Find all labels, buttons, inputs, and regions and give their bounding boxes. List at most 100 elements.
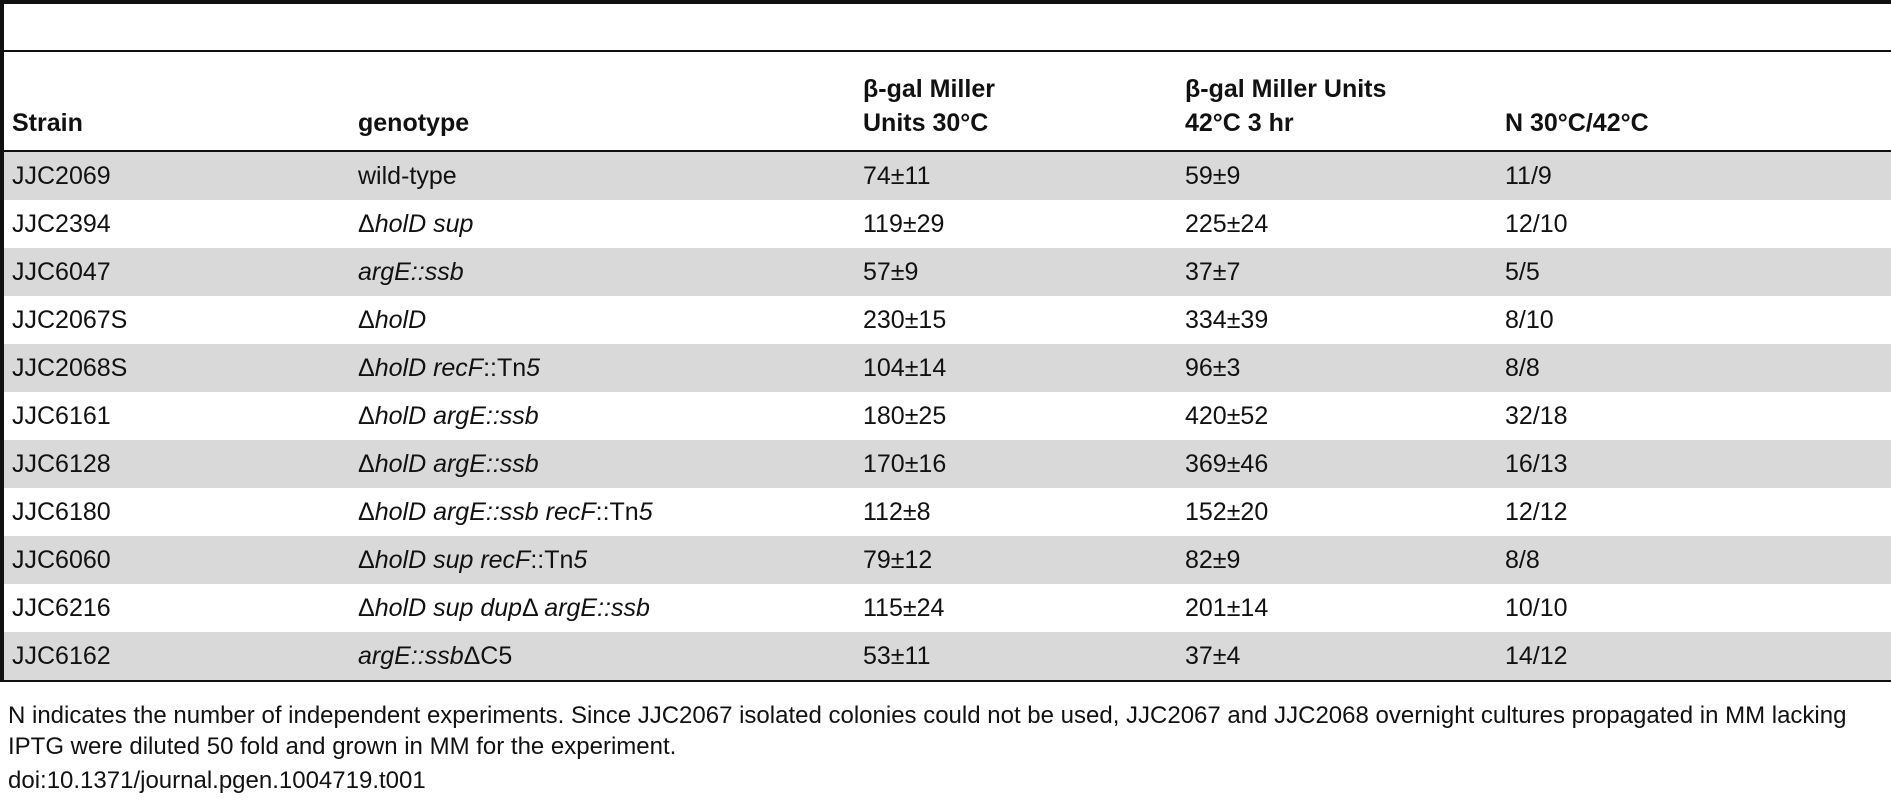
table-body: JJC2069 wild-type 74±11 59±9 11/9 JJC2394 Δhol… [4,151,1891,682]
n-experiments-cell: 12/12 [1505,497,1568,526]
table-row: JJC6060 ΔholD sup recF::Tn5 79±12 82±9 8/8 [4,536,1891,584]
column-header-line1 [12,72,350,106]
genotype-segment: holD sup recF [374,545,531,574]
genotype-segment: Δ [358,497,375,526]
column-header-line1: β-gal Miller [863,75,995,103]
table-row: JJC6180 ΔholD argE::ssb recF::Tn5 112±8 152… [4,488,1891,536]
genotype-segment: ΔC5 [463,641,513,670]
table-row: JJC6161 ΔholD argE::ssb 180±25 420±52 32/18 [4,392,1891,440]
left-rule [0,0,4,682]
strain-cell: JJC6047 [4,248,350,296]
miller-units-42c-cell: 82±9 [1177,536,1497,584]
genotype-segment: Δ [358,209,375,238]
n-experiments-cell: 32/18 [1505,401,1568,430]
genotype-segment: holD argE::ssb [374,449,539,478]
column-header: β-gal Miller Units 42°C 3 hr [1177,52,1497,152]
header-rule [0,50,1891,52]
strain-cell: JJC6180 [12,497,111,526]
table-row: JJC2068S ΔholD recF::Tn5 104±14 96±3 8/8 [4,344,1891,392]
miller-units-42c-cell: 225±24 [1185,209,1269,238]
genotype-cell: ΔholD [350,296,855,344]
table-row: JJC6047 argE::ssb 57±9 37±7 5/5 [4,248,1891,296]
miller-units-30c-cell: 180±25 [863,401,947,430]
miller-units-30c-cell: 119±29 [863,209,945,238]
genotype-segment: 5 [573,545,588,574]
genotype-cell: ΔholD argE::ssb [350,392,855,440]
n-experiments-cell: 16/13 [1497,440,1891,488]
n-experiments-cell: 8/8 [1497,536,1891,584]
miller-units-42c-cell: 334±39 [1185,305,1269,334]
table-wrap: Strain genotype β-gal Miller Units 30°C β-g… [4,52,1891,682]
n-experiments-cell: 11/9 [1497,151,1891,200]
genotype-segment: Δ [358,449,375,478]
genotype-segment: 5 [638,497,653,526]
column-header-line2: Units 30°C [863,109,989,137]
genotype-cell: argE::ssb [350,248,855,296]
column-header: Strain [4,52,350,152]
table-row: JJC2069 wild-type 74±11 59±9 11/9 [4,151,1891,200]
n-experiments-cell: 10/10 [1505,593,1568,622]
miller-units-30c-cell: 112±8 [863,497,931,526]
column-header-line1 [1505,72,1891,106]
genotype-cell: ΔholD sup [350,200,855,248]
genotype-segment: ::Tn [595,497,639,526]
strain-cell: JJC6060 [4,536,350,584]
genotype-cell: ΔholD recF::Tn5 [350,344,855,392]
genotype-segment: Δ [358,401,375,430]
strain-cell: JJC2394 [12,209,111,238]
column-header: β-gal Miller Units 30°C [855,52,1177,152]
table-row: JJC6128 ΔholD argE::ssb 170±16 369±46 16/13 [4,440,1891,488]
genotype-cell: ΔholD argE::ssb recF::Tn5 [350,488,855,536]
n-experiments-cell: 5/5 [1497,248,1891,296]
n-experiments-cell: 8/8 [1497,344,1891,392]
miller-units-42c-cell: 420±52 [1185,401,1269,430]
genotype-segment: holD sup [374,209,474,238]
table-footnote: N indicates the number of independent ex… [8,702,1847,760]
data-table: Strain genotype β-gal Miller Units 30°C β-g… [4,52,1891,682]
miller-units-30c-cell: 53±11 [855,632,1177,682]
strain-cell: JJC6162 [4,632,350,682]
strain-cell: JJC6128 [4,440,350,488]
genotype-cell: argE::ssbΔC5 [350,632,855,682]
genotype-segment: 5 [526,353,541,382]
n-experiments-cell: 12/10 [1505,209,1568,238]
strain-cell: JJC6161 [12,401,111,430]
genotype-segment: holD argE::ssb recF [374,497,596,526]
genotype-segment: holD [374,305,427,334]
genotype-segment: Δ [358,545,375,574]
doi-text: doi:10.1371/journal.pgen.1004719.t001 [8,767,426,794]
column-header-line2: genotype [358,109,470,137]
column-header: N 30°C/42°C [1497,52,1891,152]
genotype-segment: argE::ssb [358,641,464,670]
genotype-cell: ΔholD argE::ssb [350,440,855,488]
miller-units-30c-cell: 115±24 [863,593,945,622]
column-header-line1 [358,72,855,106]
column-header-line2: 42°C 3 hr [1185,109,1294,137]
miller-units-42c-cell: 59±9 [1177,151,1497,200]
header-row: Strain genotype β-gal Miller Units 30°C β-g… [4,52,1891,152]
miller-units-42c-cell: 37±4 [1177,632,1497,682]
strain-cell: JJC2068S [4,344,350,392]
genotype-segment: argE::ssb [358,257,464,286]
table-row: JJC2067S ΔholD 230±15 334±39 8/10 [4,296,1891,344]
strain-cell: JJC2067S [12,305,128,334]
miller-units-42c-cell: 96±3 [1177,344,1497,392]
miller-units-30c-cell: 104±14 [855,344,1177,392]
miller-units-30c-cell: 74±11 [855,151,1177,200]
genotype-segment: Δ [358,593,375,622]
genotype-segment: ::Tn [483,353,527,382]
table-header: Strain genotype β-gal Miller Units 30°C β-g… [4,52,1891,152]
miller-units-42c-cell: 152±20 [1185,497,1269,526]
table-row: JJC6162 argE::ssbΔC5 53±11 37±4 14/12 [4,632,1891,682]
genotype-cell: ΔholD sup recF::Tn5 [350,536,855,584]
genotype-segment: ::Tn [530,545,574,574]
genotype-segment: holD recF [374,353,484,382]
n-experiments-cell: 8/10 [1505,305,1554,334]
table-row: JJC2394 ΔholD sup 119±29 225±24 12/10 [4,200,1891,248]
genotype-segment: Δ [358,305,375,334]
genotype-cell: ΔholD sup dupΔ argE::ssb [350,584,855,632]
genotype-cell: wild-type [350,151,855,200]
column-header: genotype [350,52,855,152]
table-row: JJC6216 ΔholD sup dupΔ argE::ssb 115±24 201… [4,584,1891,632]
